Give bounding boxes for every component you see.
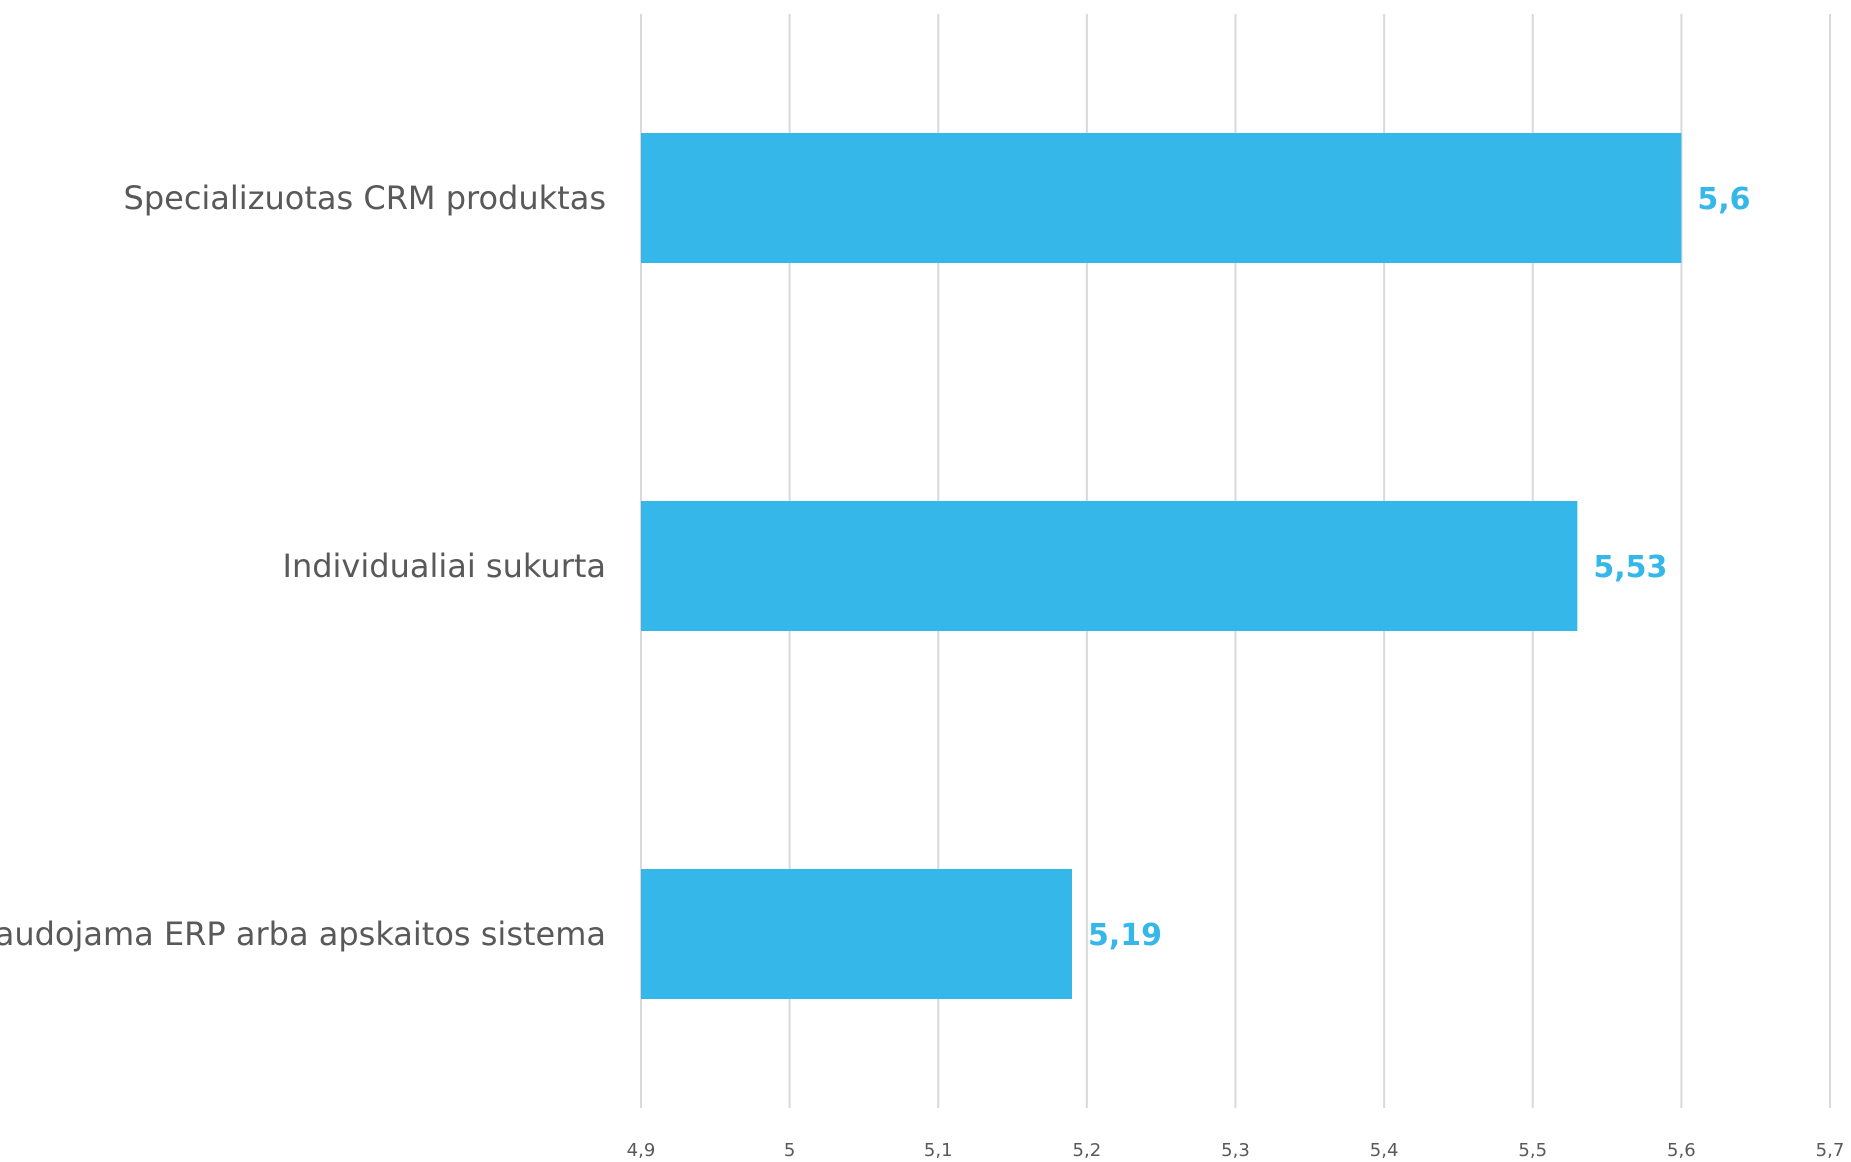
bars [641,133,1682,999]
x-tick-label: 5,3 [1221,1140,1250,1161]
x-tick-label: 4,9 [627,1140,656,1161]
data-label: 5,53 [1593,550,1667,585]
category-label: Naudojama ERP arba apskaitos sistema [0,915,606,953]
x-tick-label: 5,1 [924,1140,953,1161]
bar [641,501,1578,631]
x-tick-label: 5,7 [1816,1140,1845,1161]
x-tick-label: 5,5 [1518,1140,1547,1161]
data-label: 5,19 [1088,918,1162,953]
x-tick-label: 5,4 [1370,1140,1399,1161]
x-tick-label: 5,6 [1667,1140,1696,1161]
data-label: 5,6 [1697,182,1750,217]
labels: 4,9 5 5,1 5,2 5,3 5,4 5,5 5,6 5,7 Specializuotas … [0,179,1844,1161]
category-label: Individualiai sukurta [283,547,607,585]
x-tick-label: 5 [784,1140,795,1161]
x-tick-label: 5,2 [1073,1140,1102,1161]
category-label: Specializuotas CRM produktas [124,179,607,217]
bar [641,869,1073,999]
bar [641,133,1682,263]
